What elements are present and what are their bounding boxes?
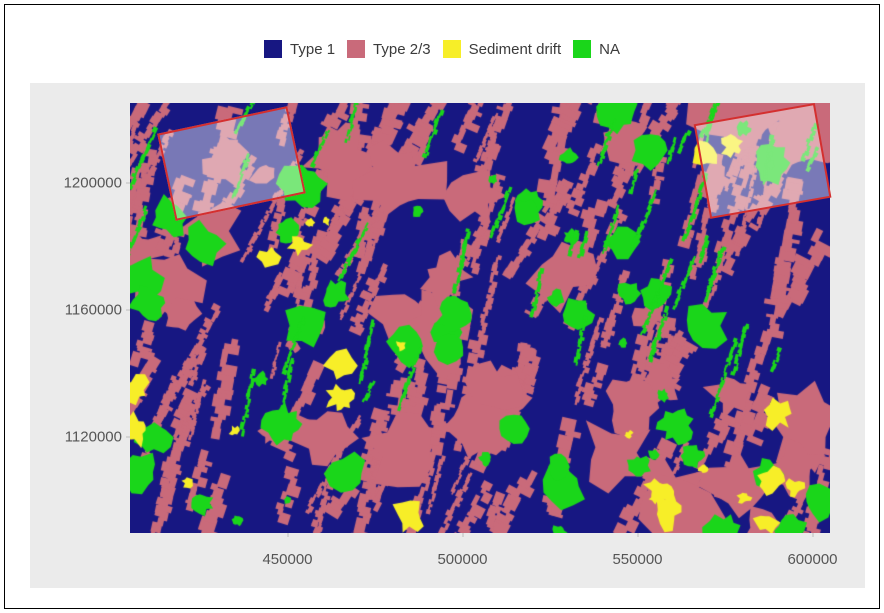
legend-swatch — [264, 40, 282, 58]
legend-swatch — [573, 40, 591, 58]
legend-label: NA — [599, 41, 620, 58]
x-axis-tick-label: 500000 — [437, 551, 487, 568]
x-axis-tick-label: 600000 — [787, 551, 837, 568]
legend-swatch — [443, 40, 461, 58]
x-axis-tick-mark — [287, 533, 288, 537]
x-axis-tick-label: 550000 — [612, 551, 662, 568]
legend-item: Type 1 — [264, 40, 335, 58]
legend: Type 1 Type 2/3 Sediment drift NA — [5, 40, 879, 58]
legend-item: Sediment drift — [443, 40, 562, 58]
y-axis-tick-mark — [126, 182, 130, 183]
legend-label: Type 2/3 — [373, 41, 431, 58]
legend-item: NA — [573, 40, 620, 58]
highlight-box — [693, 103, 830, 218]
x-axis-tick-label: 450000 — [262, 551, 312, 568]
y-axis-tick-label: 1120000 — [62, 429, 122, 446]
figure-frame: Type 1Type 2/3Sediment driftNA 112000011… — [4, 4, 880, 609]
y-axis-tick-mark — [126, 310, 130, 311]
y-axis-tick-label: 1200000 — [62, 174, 122, 191]
x-axis-tick-mark — [462, 533, 463, 537]
legend-label: Sediment drift — [469, 41, 562, 58]
legend-item: Type 2/3 — [347, 40, 431, 58]
x-axis-tick-mark — [637, 533, 638, 537]
legend-swatch — [347, 40, 365, 58]
plot-panel: 1120000 1160000 1200000 450000 500000 550000 6… — [30, 83, 865, 588]
y-axis-tick-mark — [126, 437, 130, 438]
x-axis-tick-mark — [812, 533, 813, 537]
legend-label: Type 1 — [290, 41, 335, 58]
y-axis-tick-label: 1160000 — [62, 302, 122, 319]
